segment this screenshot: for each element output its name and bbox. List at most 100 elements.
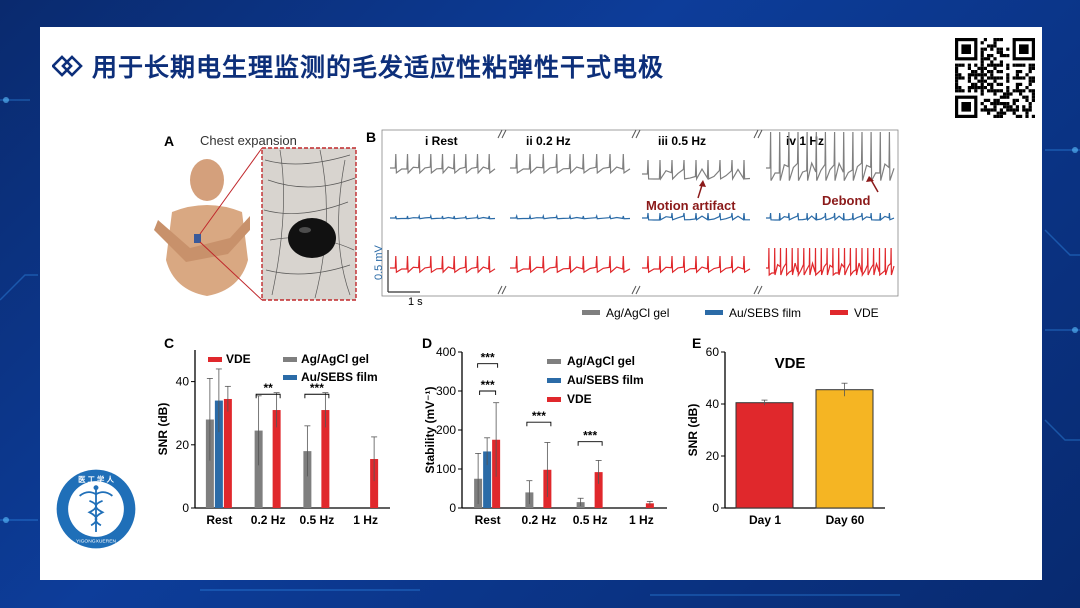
panel-b-legend: Ag/AgCl gel Au/SEBS film VDE [582, 306, 879, 320]
qr-module [999, 95, 1003, 99]
qr-module [1009, 108, 1013, 112]
qr-module [996, 47, 1000, 51]
qr-module [1022, 63, 1026, 67]
y-tick-label: 40 [706, 397, 720, 411]
qr-module [996, 63, 1000, 67]
significance-bracket [526, 421, 552, 427]
qr-module [1028, 76, 1032, 80]
qr-module [1031, 66, 1035, 70]
bar [483, 451, 492, 508]
qr-module [993, 38, 997, 42]
bar [645, 503, 654, 508]
qr-module [1015, 89, 1019, 93]
qr-module [1015, 76, 1019, 80]
x-tick-label: Rest [206, 513, 232, 527]
bar [303, 451, 312, 508]
qr-module [996, 70, 1000, 74]
qr-module [990, 63, 994, 67]
qr-module [1006, 79, 1010, 83]
qr-module [1025, 111, 1029, 115]
chart-panel-e: E 0 20 40 60 SNR (dB) Day 1 Day 60 VDE [686, 335, 885, 527]
qr-module [990, 60, 994, 64]
qr-module [977, 86, 981, 90]
qr-module [971, 70, 975, 74]
significance-label: *** [481, 378, 495, 392]
qr-module [955, 66, 959, 70]
qr-module [1031, 89, 1035, 93]
qr-module [1015, 82, 1019, 86]
qr-module [999, 60, 1003, 64]
panel-a-title: Chest expansion [200, 133, 297, 148]
legend-swatch [547, 397, 561, 402]
qr-module [980, 76, 984, 80]
qr-module [980, 70, 984, 74]
qr-module [1028, 63, 1032, 67]
significance-label: *** [532, 409, 546, 423]
qr-module [993, 102, 997, 106]
axis-break-mark [753, 285, 763, 295]
qr-module [1031, 114, 1035, 118]
qr-module [980, 50, 984, 54]
logo-top-text: 医 工 学 人 [78, 475, 114, 484]
qr-module [990, 102, 994, 106]
qr-module [1019, 92, 1023, 96]
legend-swatch [283, 357, 297, 362]
qr-module [990, 76, 994, 80]
qr-module [1019, 114, 1023, 118]
bar [321, 410, 330, 508]
scale-x-label: 1 s [408, 296, 423, 308]
qr-module [999, 102, 1003, 106]
qr-module [993, 98, 997, 102]
qr-module [987, 76, 991, 80]
qr-module [1006, 89, 1010, 93]
qr-module [977, 73, 981, 77]
qr-module [955, 70, 959, 74]
x-tick-label: 1 Hz [629, 513, 654, 527]
qr-module [977, 79, 981, 83]
qr-module [955, 76, 959, 80]
qr-module [996, 76, 1000, 80]
qr-module [1019, 63, 1023, 67]
bar [594, 472, 603, 508]
bar [370, 459, 379, 508]
qr-module [999, 111, 1003, 115]
trace-ausebs [766, 212, 895, 222]
qr-module [1028, 70, 1032, 74]
qr-module [1022, 108, 1026, 112]
legend-entry: Ag/AgCl gel [567, 354, 635, 368]
qr-module [1006, 66, 1010, 70]
x-tick-label: 0.5 Hz [573, 513, 608, 527]
qr-module [980, 102, 984, 106]
qr-module [1012, 102, 1016, 106]
qr-module [1031, 63, 1035, 67]
qr-module [1022, 76, 1026, 80]
x-tick-label: 0.2 Hz [251, 513, 286, 527]
slide-title: 用于长期电生理监测的毛发适应性粘弹性干式电极 [92, 54, 665, 82]
significance-bracket [255, 393, 281, 399]
bar [735, 402, 794, 509]
qr-module [1006, 86, 1010, 90]
qr-module [987, 98, 991, 102]
qr-module [980, 82, 984, 86]
qr-module [1015, 70, 1019, 74]
axis-break-mark [497, 129, 507, 139]
qr-module [1015, 105, 1019, 109]
bar [205, 419, 214, 508]
qr-finder-core [961, 102, 971, 112]
legend-ausebs: Au/SEBS film [729, 306, 801, 320]
torso-illustration [154, 159, 250, 296]
trace-ausebs [642, 212, 750, 221]
qr-module [1022, 95, 1026, 99]
panel-b-label: B [366, 129, 376, 145]
condition-0.2hz: ii 0.2 Hz [526, 134, 571, 148]
qr-module [1012, 111, 1016, 115]
condition-1hz: iv 1 Hz [786, 134, 824, 148]
qr-module [993, 44, 997, 48]
qr-module [1006, 105, 1010, 109]
qr-module [999, 82, 1003, 86]
qr-module [990, 70, 994, 74]
y-tick-label: 0 [712, 501, 719, 515]
qr-module [990, 44, 994, 48]
axis-break-mark [497, 285, 507, 295]
qr-module [974, 70, 978, 74]
